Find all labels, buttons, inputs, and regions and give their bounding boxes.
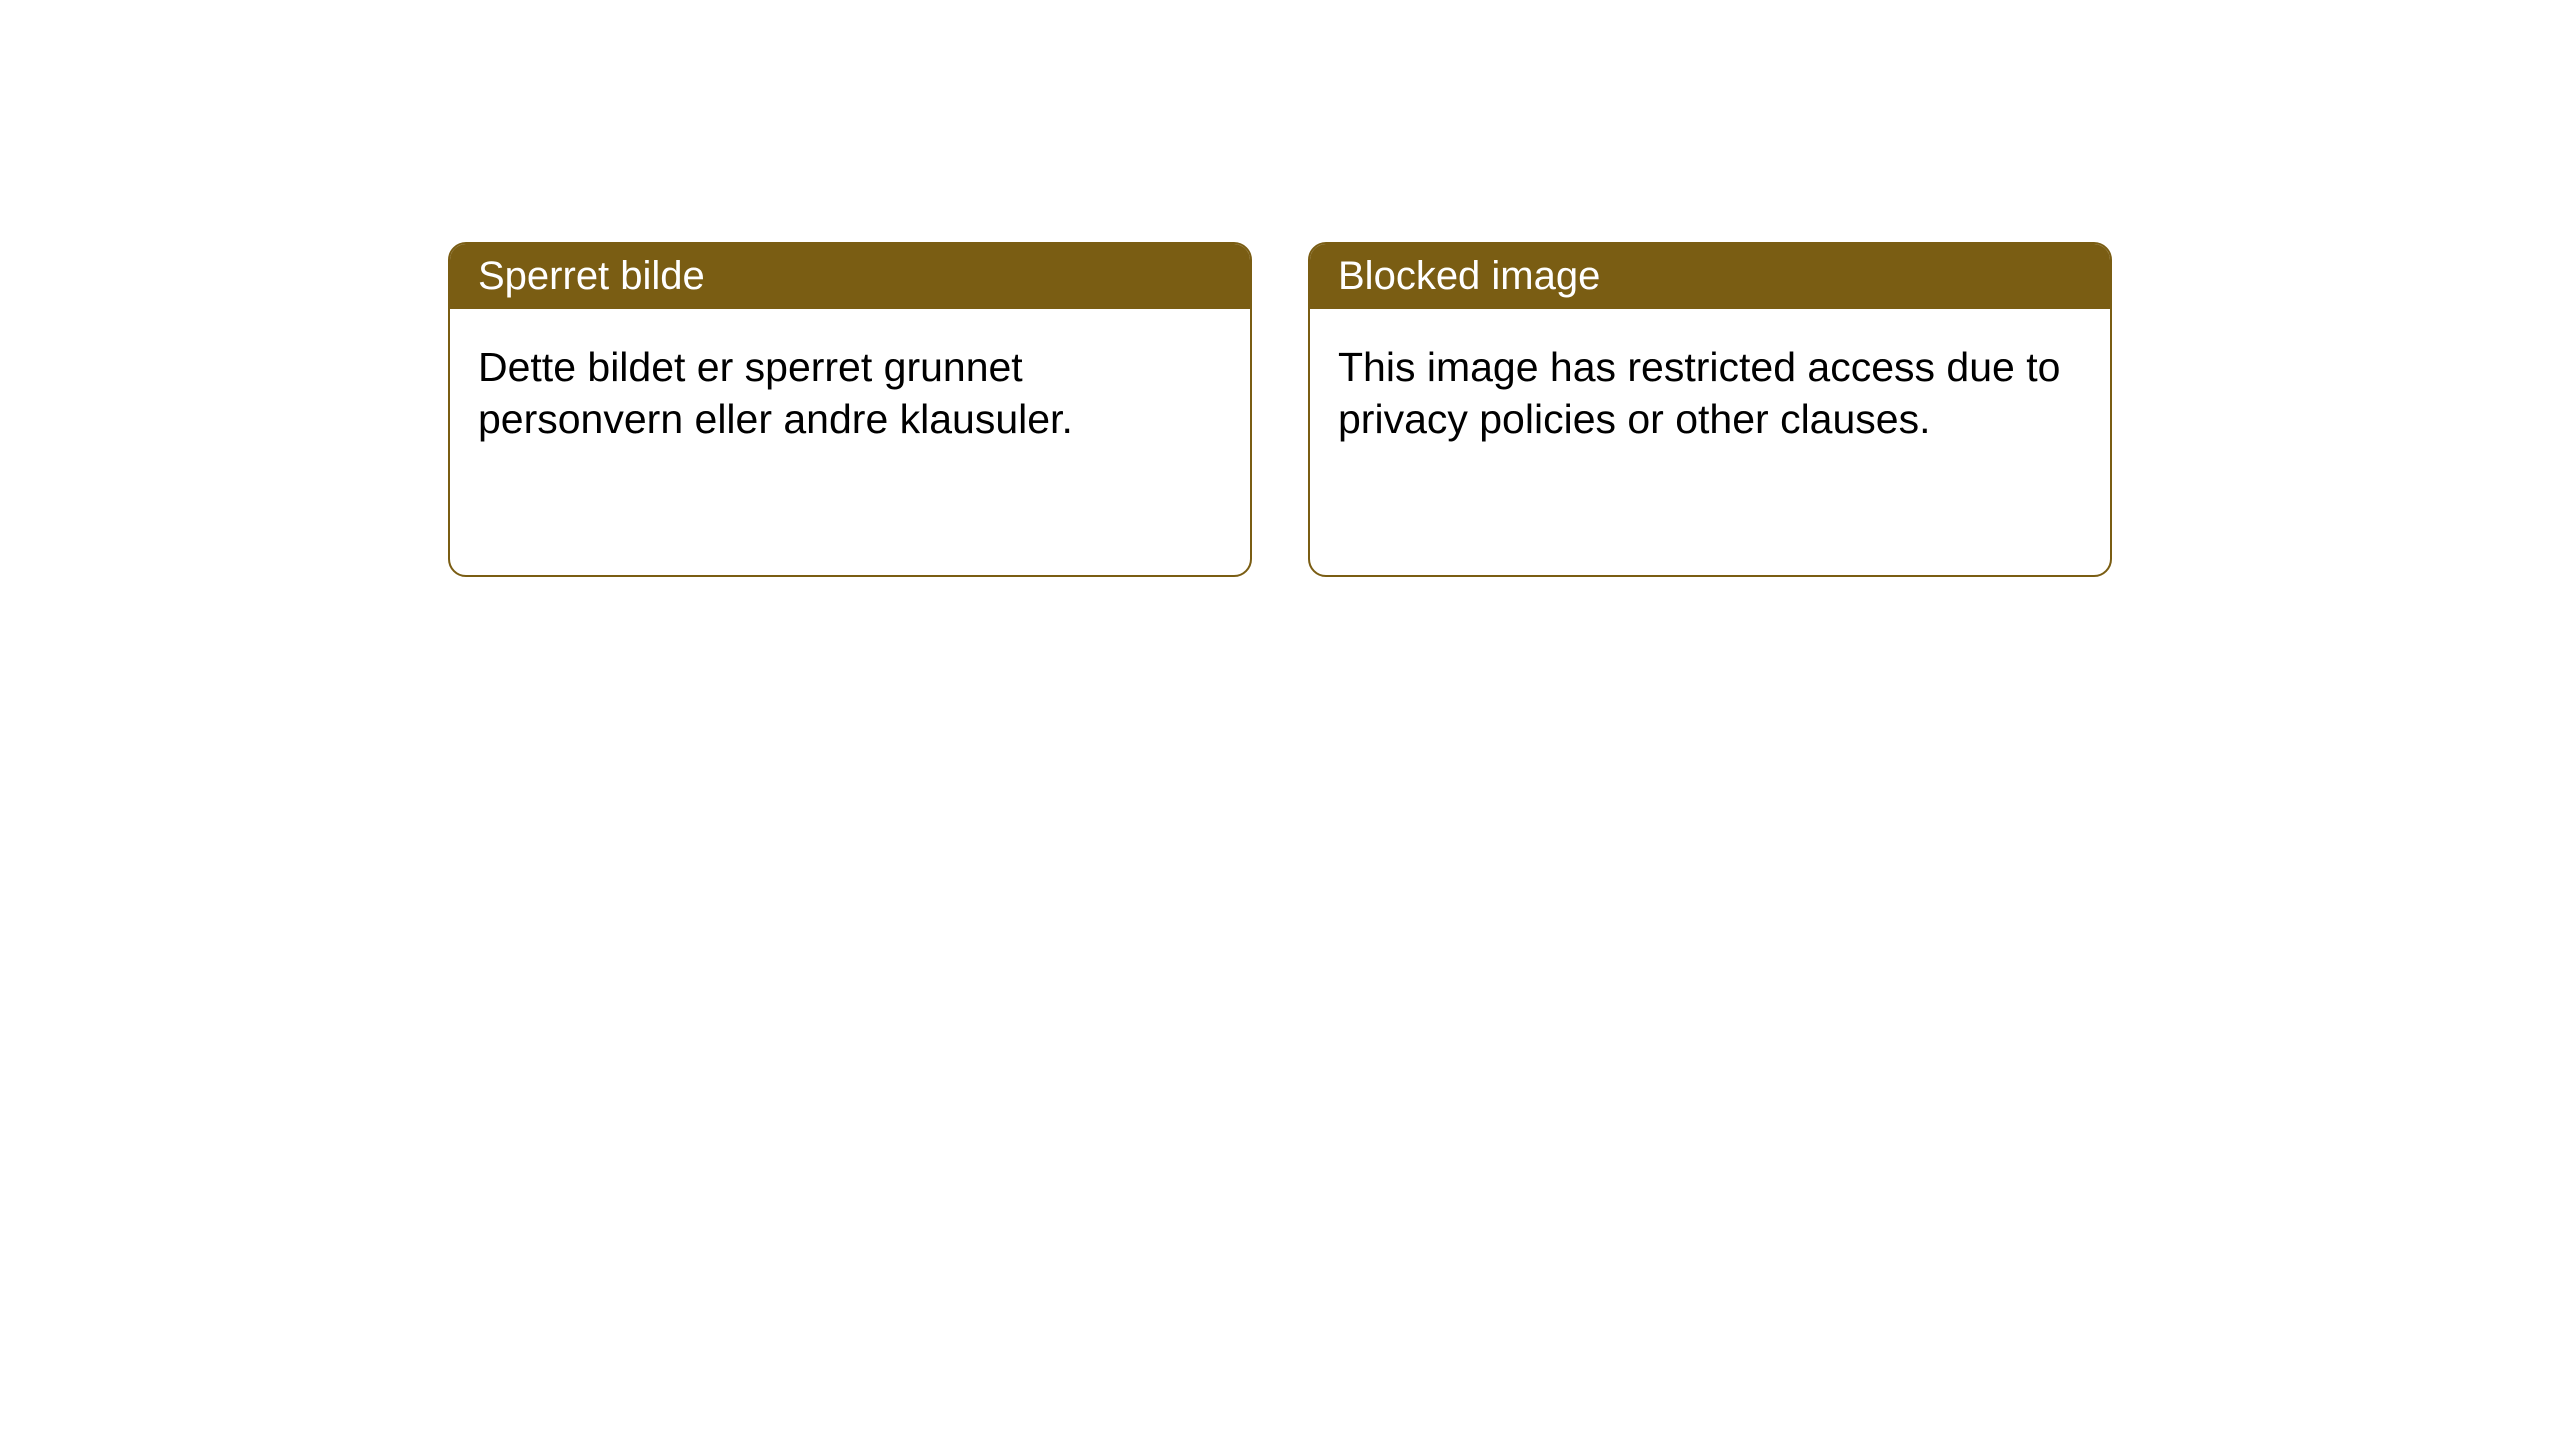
notice-card-norwegian: Sperret bilde Dette bildet er sperret gr… [448, 242, 1252, 577]
notice-header-norwegian: Sperret bilde [450, 244, 1250, 309]
notice-cards-container: Sperret bilde Dette bildet er sperret gr… [0, 0, 2560, 577]
notice-card-english: Blocked image This image has restricted … [1308, 242, 2112, 577]
notice-header-english: Blocked image [1310, 244, 2110, 309]
notice-body-norwegian: Dette bildet er sperret grunnet personve… [450, 309, 1250, 478]
notice-body-english: This image has restricted access due to … [1310, 309, 2110, 478]
